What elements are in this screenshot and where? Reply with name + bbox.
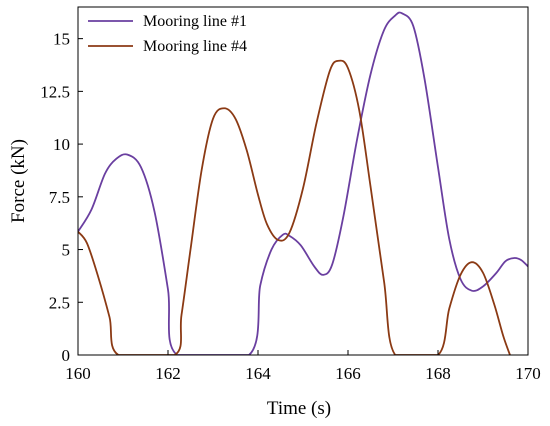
x-tick-label-4: 166 xyxy=(335,364,361,383)
y-tick-label-6: 12.5 xyxy=(40,82,70,101)
legend-label-1: Mooring line #1 xyxy=(143,13,247,30)
series-2-group xyxy=(78,59,511,355)
x-axis-title: Time (s) xyxy=(267,398,331,419)
x-tick-label-3: 164 xyxy=(245,364,271,383)
y-tick-label-3: 5 xyxy=(62,241,71,260)
series-2-line xyxy=(78,59,511,355)
x-tick-label-1: 160 xyxy=(65,364,91,383)
y-tick-label-2: 2.5 xyxy=(49,293,70,312)
y-tick-label-4: 7.5 xyxy=(49,188,70,207)
legend: Mooring line #1 Mooring line #4 xyxy=(88,13,247,55)
series-group xyxy=(78,11,528,355)
series-1-line xyxy=(78,11,528,355)
legend-label-2: Mooring line #4 xyxy=(143,38,247,55)
x-tick-label-2: 162 xyxy=(155,364,181,383)
y-tick-label-7: 15 xyxy=(53,30,70,49)
plot-frame xyxy=(77,6,529,356)
y-axis: 0 2.5 5 7.5 10 12.5 15 Force (kN) xyxy=(8,30,83,365)
x-tick-label-5: 168 xyxy=(425,364,451,383)
series-1-group xyxy=(78,11,528,355)
y-tick-label-5: 10 xyxy=(53,135,70,154)
y-tick-label-1: 0 xyxy=(62,346,71,365)
y-axis-title: Force (kN) xyxy=(8,139,29,223)
x-tick-label-6: 170 xyxy=(515,364,541,383)
x-axis: 160 162 164 166 168 170 Time (s) xyxy=(65,350,541,419)
